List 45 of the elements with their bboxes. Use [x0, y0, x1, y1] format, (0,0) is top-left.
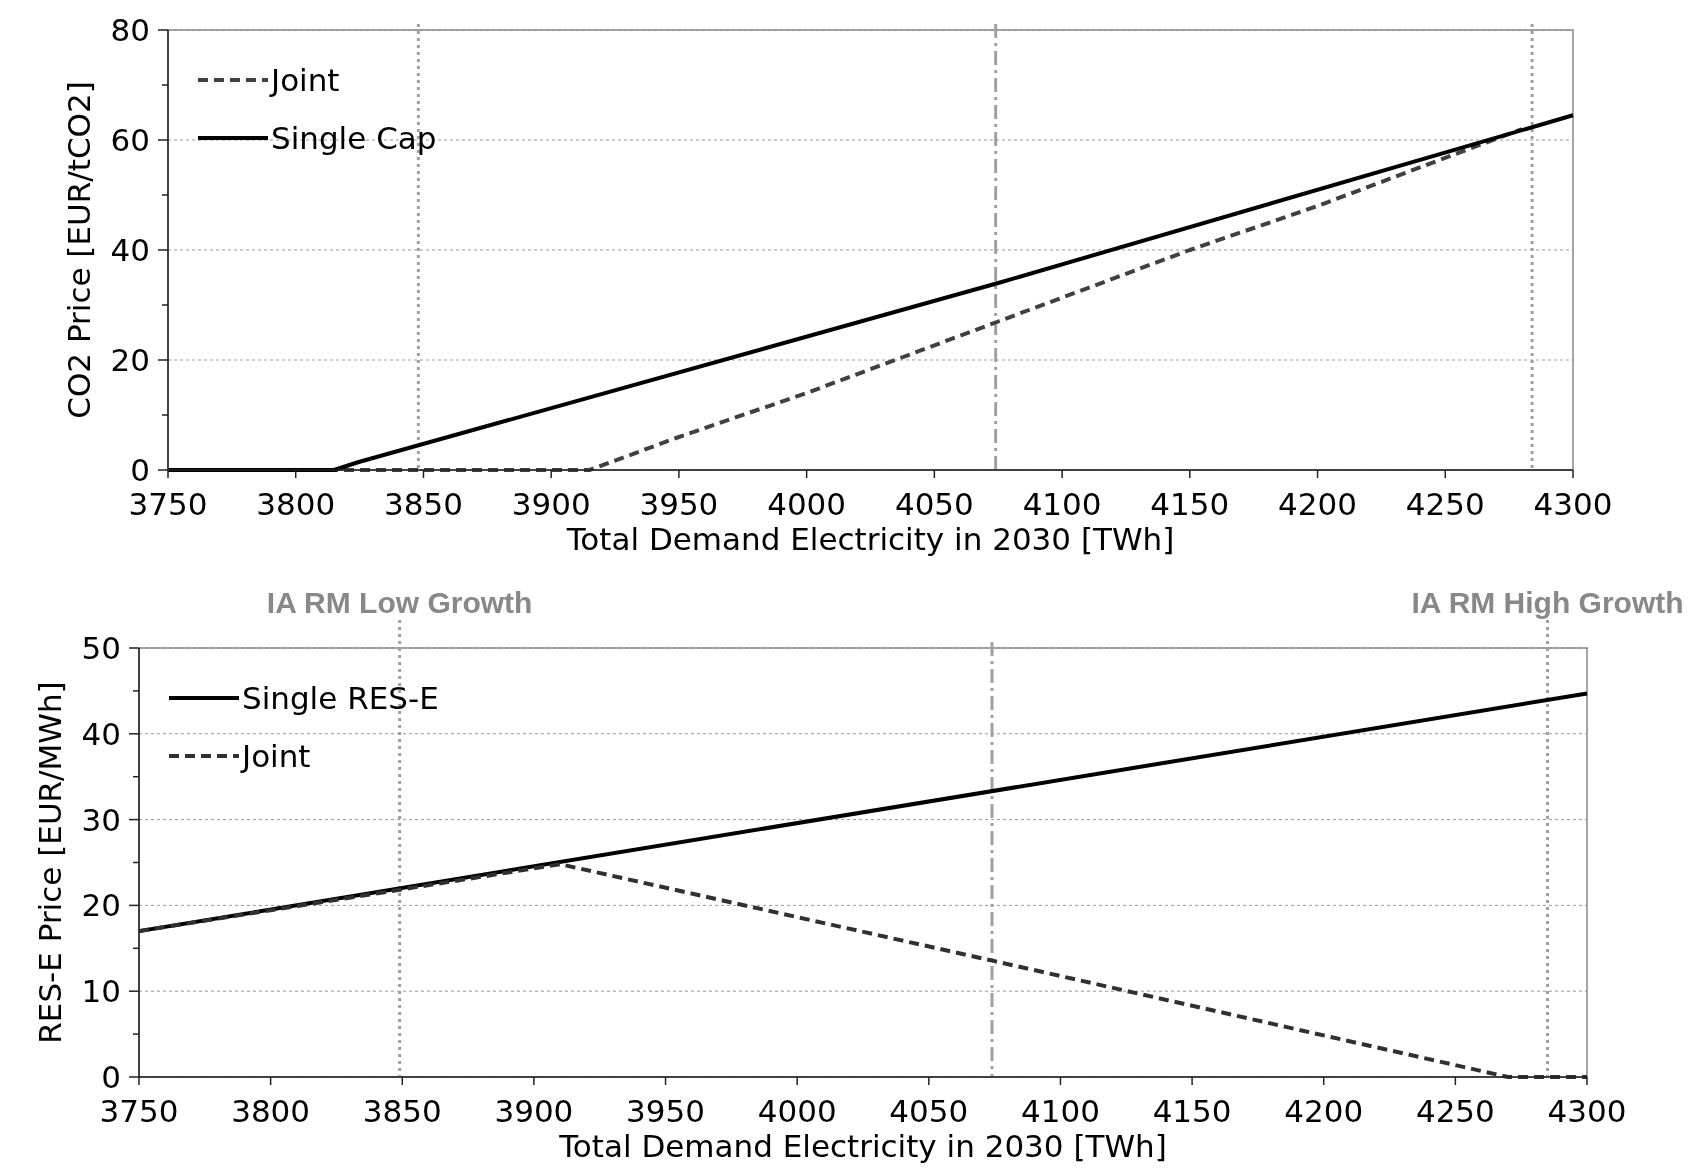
x-tick-label: 4250: [1405, 486, 1485, 522]
y-tick-label: 40: [81, 715, 121, 752]
ref-line-label: IA RM Low Growth: [266, 586, 533, 619]
x-tick-label: 3800: [256, 486, 336, 522]
x-tick-label: 4000: [767, 486, 847, 522]
x-tick-label: 4300: [1547, 1093, 1627, 1129]
legend-label: Joint: [269, 62, 340, 98]
y-axis-title: RES-E Price [EUR/MWh]: [32, 681, 68, 1044]
x-tick-label: 4100: [1022, 486, 1102, 522]
legend-label: Joint: [240, 738, 311, 774]
x-tick-label: 3950: [639, 486, 719, 522]
y-axis-title: CO2 Price [EUR/tCO2]: [61, 81, 97, 419]
y-tick-label: 20: [81, 887, 121, 924]
y-tick-label: 60: [110, 122, 150, 158]
x-tick-label: 3750: [99, 1093, 179, 1129]
x-tick-label: 3850: [384, 486, 463, 522]
x-tick-label: 4050: [889, 1093, 969, 1129]
x-tick-label: 4050: [894, 486, 974, 522]
x-axis-title: Total Demand Electricity in 2030 [TWh]: [565, 521, 1175, 557]
y-tick-label: 30: [81, 801, 121, 838]
x-tick-label: 4150: [1152, 1093, 1232, 1129]
x-tick-label: 3950: [626, 1093, 705, 1129]
x-tick-label: 4150: [1150, 486, 1230, 522]
y-tick-label: 10: [81, 973, 121, 1010]
y-tick-label: 50: [81, 630, 121, 666]
x-tick-label: 3900: [511, 486, 591, 522]
y-tick-label: 0: [130, 452, 150, 488]
x-tick-label: 3750: [128, 486, 208, 522]
y-tick-label: 20: [110, 342, 150, 378]
legend-label: Single RES-E: [242, 680, 439, 716]
x-tick-label: 3850: [362, 1093, 442, 1129]
x-tick-label: 4000: [757, 1093, 837, 1129]
x-tick-label: 4200: [1278, 486, 1357, 522]
x-tick-label: 3900: [494, 1093, 574, 1129]
legend-label: Single Cap: [271, 120, 437, 156]
x-tick-label: 4250: [1415, 1093, 1495, 1129]
x-tick-label: 4200: [1284, 1093, 1364, 1129]
ref-line-label: IA RM High Growth: [1411, 586, 1684, 619]
x-tick-label: 4300: [1533, 486, 1613, 522]
y-tick-label: 0: [101, 1059, 121, 1095]
x-tick-label: 4100: [1021, 1093, 1100, 1129]
y-tick-label: 40: [110, 232, 150, 268]
y-tick-label: 80: [110, 12, 150, 48]
x-axis-title: Total Demand Electricity in 2030 [TWh]: [558, 1128, 1167, 1164]
x-tick-label: 3800: [231, 1093, 311, 1129]
